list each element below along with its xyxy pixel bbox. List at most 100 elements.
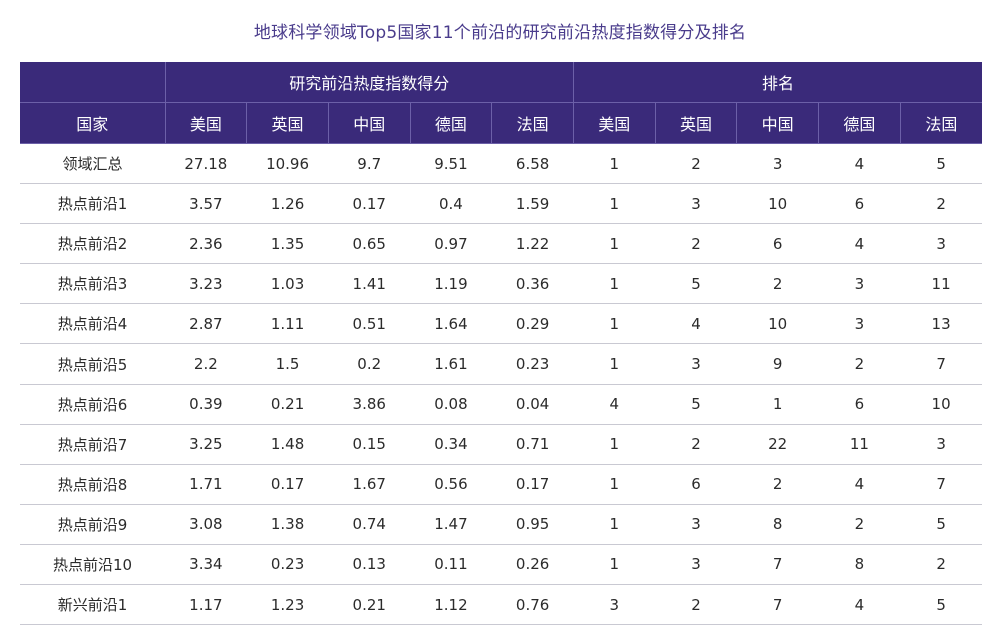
rank-cell: 1 (573, 424, 656, 465)
row-label: 热点前沿4 (20, 303, 166, 345)
rank-cell: 2 (736, 464, 819, 505)
score-cell: 0.2 (328, 343, 411, 385)
score-cell: 0.39 (165, 384, 247, 425)
row-label: 领域汇总 (20, 143, 166, 185)
row-label: 热点前沿10 (20, 544, 166, 586)
table-row: 热点前沿7 3.25 1.48 0.15 0.34 0.71 1 2 22 11… (20, 424, 982, 465)
score-cell: 3.34 (165, 544, 247, 586)
header-group-row: 研究前沿热度指数得分 排名 (20, 62, 982, 103)
rank-cell: 2 (818, 504, 901, 545)
header-score-germany: 德国 (409, 102, 492, 144)
table-row: 热点前沿1 3.57 1.26 0.17 0.4 1.59 1 3 10 6 2 (20, 183, 982, 225)
score-cell: 2.36 (165, 223, 247, 265)
row-label: 热点前沿9 (20, 504, 166, 545)
rank-cell: 5 (900, 504, 982, 545)
header-rank-china: 中国 (736, 102, 819, 144)
score-cell: 6.58 (491, 143, 574, 185)
header-score-usa: 美国 (164, 102, 247, 144)
score-cell: 0.21 (328, 584, 411, 626)
rank-cell: 3 (655, 183, 737, 225)
score-cell: 1.47 (410, 504, 492, 545)
rank-cell: 4 (818, 584, 901, 626)
rank-cell: 5 (900, 143, 982, 185)
score-cell: 1.26 (246, 183, 329, 225)
rank-cell: 6 (818, 384, 901, 425)
score-cell: 1.35 (246, 223, 329, 265)
row-label: 热点前沿3 (20, 263, 166, 305)
table-row: 热点前沿2 2.36 1.35 0.65 0.97 1.22 1 2 6 4 3 (20, 223, 982, 265)
rank-cell: 10 (736, 303, 819, 345)
rank-cell: 2 (655, 584, 737, 626)
rank-cell: 4 (573, 384, 656, 425)
score-cell: 0.56 (410, 464, 492, 505)
score-cell: 3.23 (165, 263, 247, 305)
rank-cell: 13 (900, 303, 982, 345)
score-cell: 0.26 (491, 544, 574, 586)
rank-cell: 1 (573, 183, 656, 225)
rank-cell: 5 (655, 384, 737, 425)
score-cell: 9.51 (410, 143, 492, 185)
rank-cell: 1 (573, 263, 656, 305)
table-row: 热点前沿3 3.23 1.03 1.41 1.19 0.36 1 5 2 3 1… (20, 263, 982, 305)
rank-cell: 1 (573, 464, 656, 505)
score-cell: 1.5 (246, 343, 329, 385)
score-cell: 27.18 (165, 143, 247, 185)
score-cell: 0.51 (328, 303, 411, 345)
header-score-uk: 英国 (246, 102, 329, 144)
rank-cell: 1 (573, 303, 656, 345)
rank-cell: 6 (736, 223, 819, 265)
rank-cell: 2 (736, 263, 819, 305)
score-cell: 9.7 (328, 143, 411, 185)
rank-cell: 2 (655, 424, 737, 465)
score-cell: 10.96 (246, 143, 329, 185)
rank-cell: 1 (573, 223, 656, 265)
table-row: 热点前沿9 3.08 1.38 0.74 1.47 0.95 1 3 8 2 5 (20, 504, 982, 545)
score-cell: 1.48 (246, 424, 329, 465)
rank-cell: 6 (655, 464, 737, 505)
score-cell: 0.15 (328, 424, 411, 465)
score-cell: 0.23 (246, 544, 329, 586)
header-rank-france: 法国 (899, 102, 982, 144)
score-cell: 0.11 (410, 544, 492, 586)
score-cell: 1.41 (328, 263, 411, 305)
rank-cell: 7 (900, 464, 982, 505)
rank-cell: 10 (736, 183, 819, 225)
rank-cell: 9 (736, 343, 819, 385)
rank-cell: 22 (736, 424, 819, 465)
row-label: 热点前沿2 (20, 223, 166, 265)
score-cell: 0.4 (410, 183, 492, 225)
rank-cell: 7 (736, 544, 819, 586)
score-cell: 1.12 (410, 584, 492, 626)
score-cell: 0.95 (491, 504, 574, 545)
rank-cell: 11 (818, 424, 901, 465)
score-cell: 1.59 (491, 183, 574, 225)
rank-cell: 10 (900, 384, 982, 425)
rank-cell: 11 (900, 263, 982, 305)
header-rank-germany: 德国 (818, 102, 901, 144)
header-rank-uk: 英国 (654, 102, 737, 144)
rank-cell: 6 (818, 183, 901, 225)
score-cell: 2.87 (165, 303, 247, 345)
score-cell: 1.19 (410, 263, 492, 305)
rank-cell: 3 (736, 143, 819, 185)
header-columns-row: 国家 美国 英国 中国 德国 法国 美国 英国 中国 德国 法国 (20, 102, 982, 144)
rank-cell: 1 (573, 143, 656, 185)
score-cell: 2.2 (165, 343, 247, 385)
score-cell: 1.64 (410, 303, 492, 345)
row-label: 热点前沿5 (20, 343, 166, 385)
table-row: 热点前沿5 2.2 1.5 0.2 1.61 0.23 1 3 9 2 7 (20, 343, 982, 385)
table-row: 新兴前沿1 1.17 1.23 0.21 1.12 0.76 3 2 7 4 5 (20, 584, 982, 626)
rank-cell: 2 (900, 544, 982, 586)
header-empty-cell (20, 62, 166, 103)
score-cell: 1.23 (246, 584, 329, 626)
score-cell: 0.17 (328, 183, 411, 225)
table-row: 热点前沿10 3.34 0.23 0.13 0.11 0.26 1 3 7 8 … (20, 544, 982, 586)
score-cell: 1.03 (246, 263, 329, 305)
rank-cell: 2 (900, 183, 982, 225)
row-label: 热点前沿7 (20, 424, 166, 465)
rank-cell: 4 (818, 223, 901, 265)
score-cell: 3.25 (165, 424, 247, 465)
header-score-china: 中国 (327, 102, 411, 144)
rank-cell: 8 (736, 504, 819, 545)
score-cell: 0.65 (328, 223, 411, 265)
